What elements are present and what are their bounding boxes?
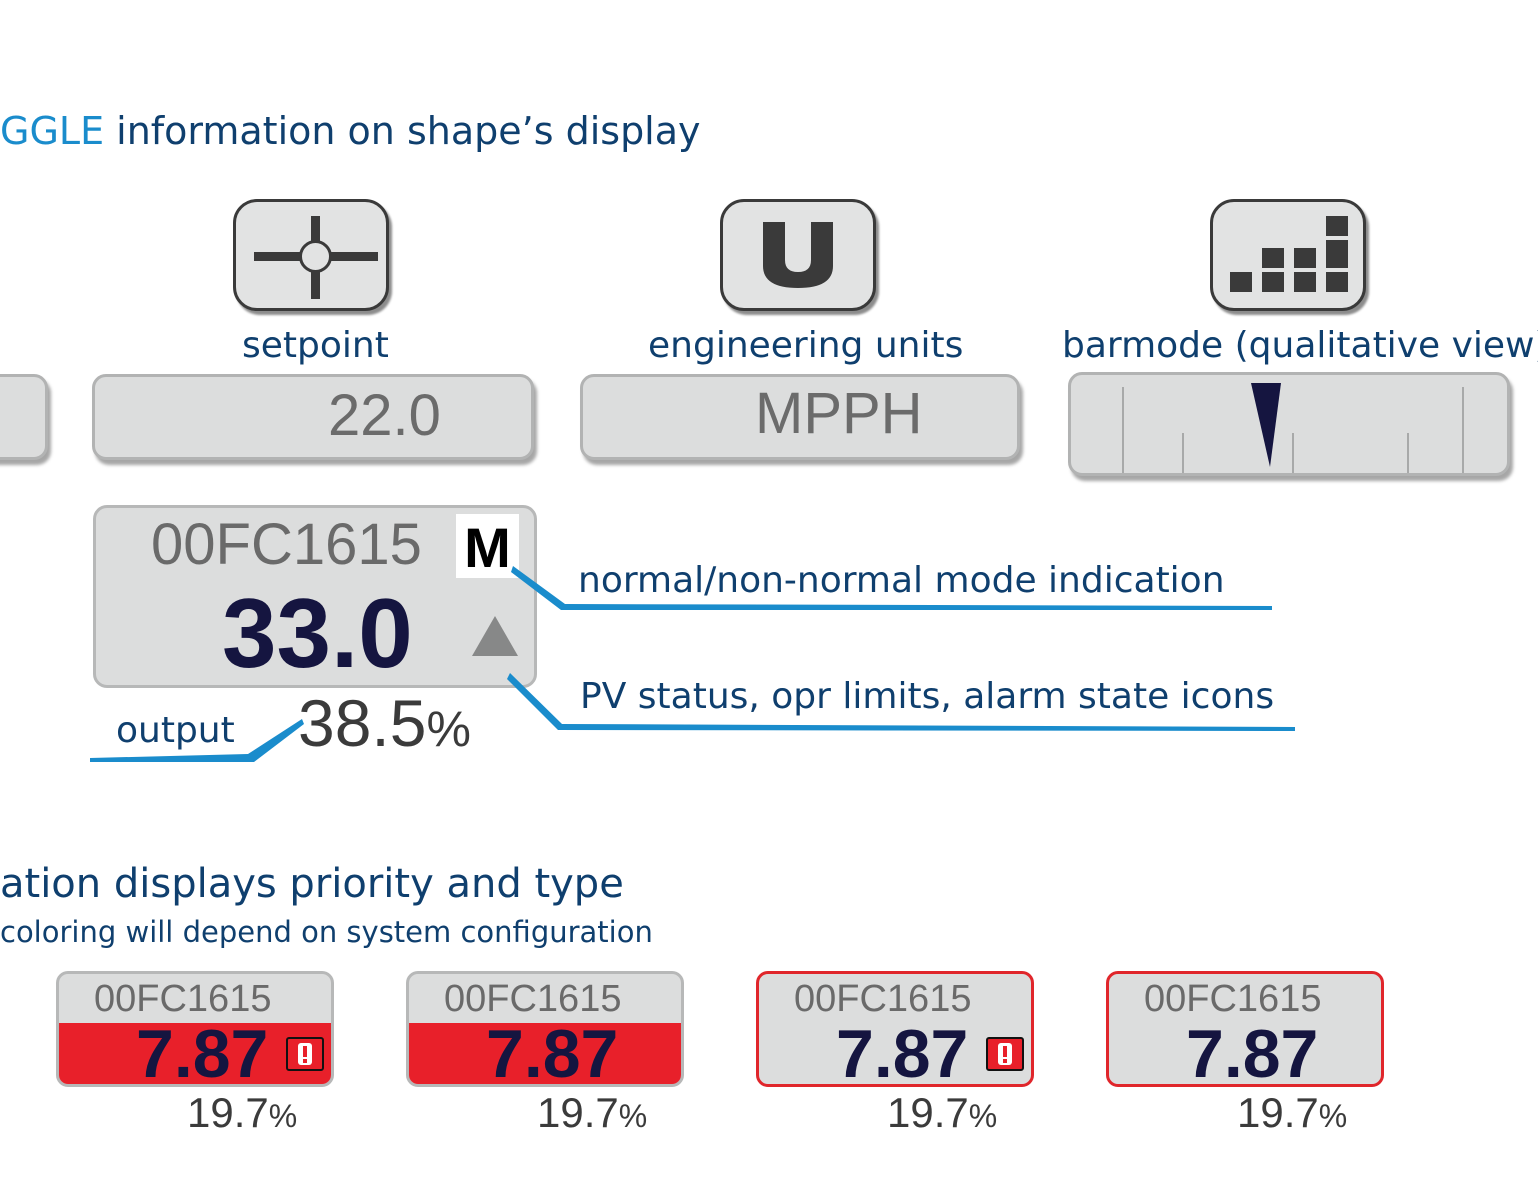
- alarm-tag-1: 00FC1615: [94, 978, 272, 1020]
- units-label: engineering units: [648, 325, 964, 366]
- alarm-exclamation-icon: [286, 1037, 324, 1071]
- alarm-tag-2: 00FC1615: [444, 978, 622, 1020]
- alarm-tile-1[interactable]: [56, 971, 334, 1087]
- alarm-tag-4: 00FC1615: [1144, 978, 1322, 1020]
- alarm-output-2: 19.7%: [537, 1092, 647, 1134]
- output-annotation: output: [116, 710, 235, 751]
- status-leader: [507, 673, 1295, 731]
- toggle-heading: GGLE information on shape’s display: [0, 112, 701, 150]
- partial-field: [0, 374, 48, 460]
- alarm-tile-2[interactable]: [406, 971, 684, 1087]
- alarm-pv-4: 7.87: [1186, 1016, 1319, 1092]
- alarm-band: [59, 1023, 331, 1084]
- alarm-output-value-1: 19.7: [187, 1089, 269, 1136]
- barmode-toggle-button[interactable]: [1210, 199, 1366, 311]
- alarm-output-value-3: 19.7: [887, 1089, 969, 1136]
- alarm-subheading: coloring will depend on system configura…: [0, 915, 653, 949]
- alarm-heading: ation displays priority and type: [0, 861, 624, 907]
- main-output-unit: %: [426, 701, 471, 757]
- mode-annotation: normal/non-normal mode indication: [578, 560, 1225, 601]
- crosshair-icon: [254, 216, 378, 299]
- toggle-heading-accent: GGLE: [0, 109, 105, 153]
- main-pv: 33.0: [222, 578, 413, 688]
- alarm-output-unit-3: %: [968, 1098, 998, 1134]
- alarm-output-unit-4: %: [1318, 1098, 1348, 1134]
- alarm-output-value-2: 19.7: [537, 1089, 619, 1136]
- units-value: MPPH: [755, 381, 923, 446]
- units-field: MPPH: [580, 374, 1020, 460]
- up-triangle-icon: [472, 616, 518, 656]
- alarm-exclamation-icon: [986, 1037, 1024, 1071]
- alarm-band: [409, 1023, 681, 1084]
- setpoint-toggle-button[interactable]: [233, 199, 389, 311]
- bar-chart-icon: [1230, 216, 1348, 292]
- alarm-output-value-4: 19.7: [1237, 1089, 1319, 1136]
- toggle-heading-rest: information on shape’s display: [104, 109, 701, 153]
- setpoint-field: 22.0: [92, 374, 534, 460]
- alarm-output-unit-2: %: [618, 1098, 648, 1134]
- barmode-label: barmode (qualitative view): [1062, 325, 1538, 366]
- alarm-output-4: 19.7%: [1237, 1092, 1347, 1134]
- bar-pointer: [1251, 383, 1281, 467]
- alarm-output-unit-1: %: [268, 1098, 298, 1134]
- output-leader: [90, 719, 304, 762]
- main-output: 38.5%: [298, 690, 471, 756]
- status-annotation: PV status, opr limits, alarm state icons: [580, 676, 1275, 717]
- alarm-output-1: 19.7%: [187, 1092, 297, 1134]
- alarm-pv-2: 7.87: [486, 1016, 619, 1092]
- mode-indicator: M: [456, 514, 519, 578]
- alarm-output-3: 19.7%: [887, 1092, 997, 1134]
- setpoint-value: 22.0: [328, 383, 441, 448]
- main-tag: 00FC1615: [151, 512, 422, 577]
- setpoint-label: setpoint: [242, 325, 389, 366]
- alarm-tile-4[interactable]: [1106, 971, 1384, 1087]
- bar-scale: [1122, 383, 1464, 473]
- alarm-pv-3: 7.87: [836, 1016, 969, 1092]
- mode-leader: [511, 566, 1272, 610]
- main-output-value: 38.5: [298, 686, 427, 760]
- alarm-tag-3: 00FC1615: [794, 978, 972, 1020]
- alarm-pv-1: 7.87: [136, 1016, 269, 1092]
- units-toggle-button[interactable]: [720, 199, 876, 311]
- barmode-field: [1068, 372, 1510, 476]
- units-u-icon: [763, 222, 833, 288]
